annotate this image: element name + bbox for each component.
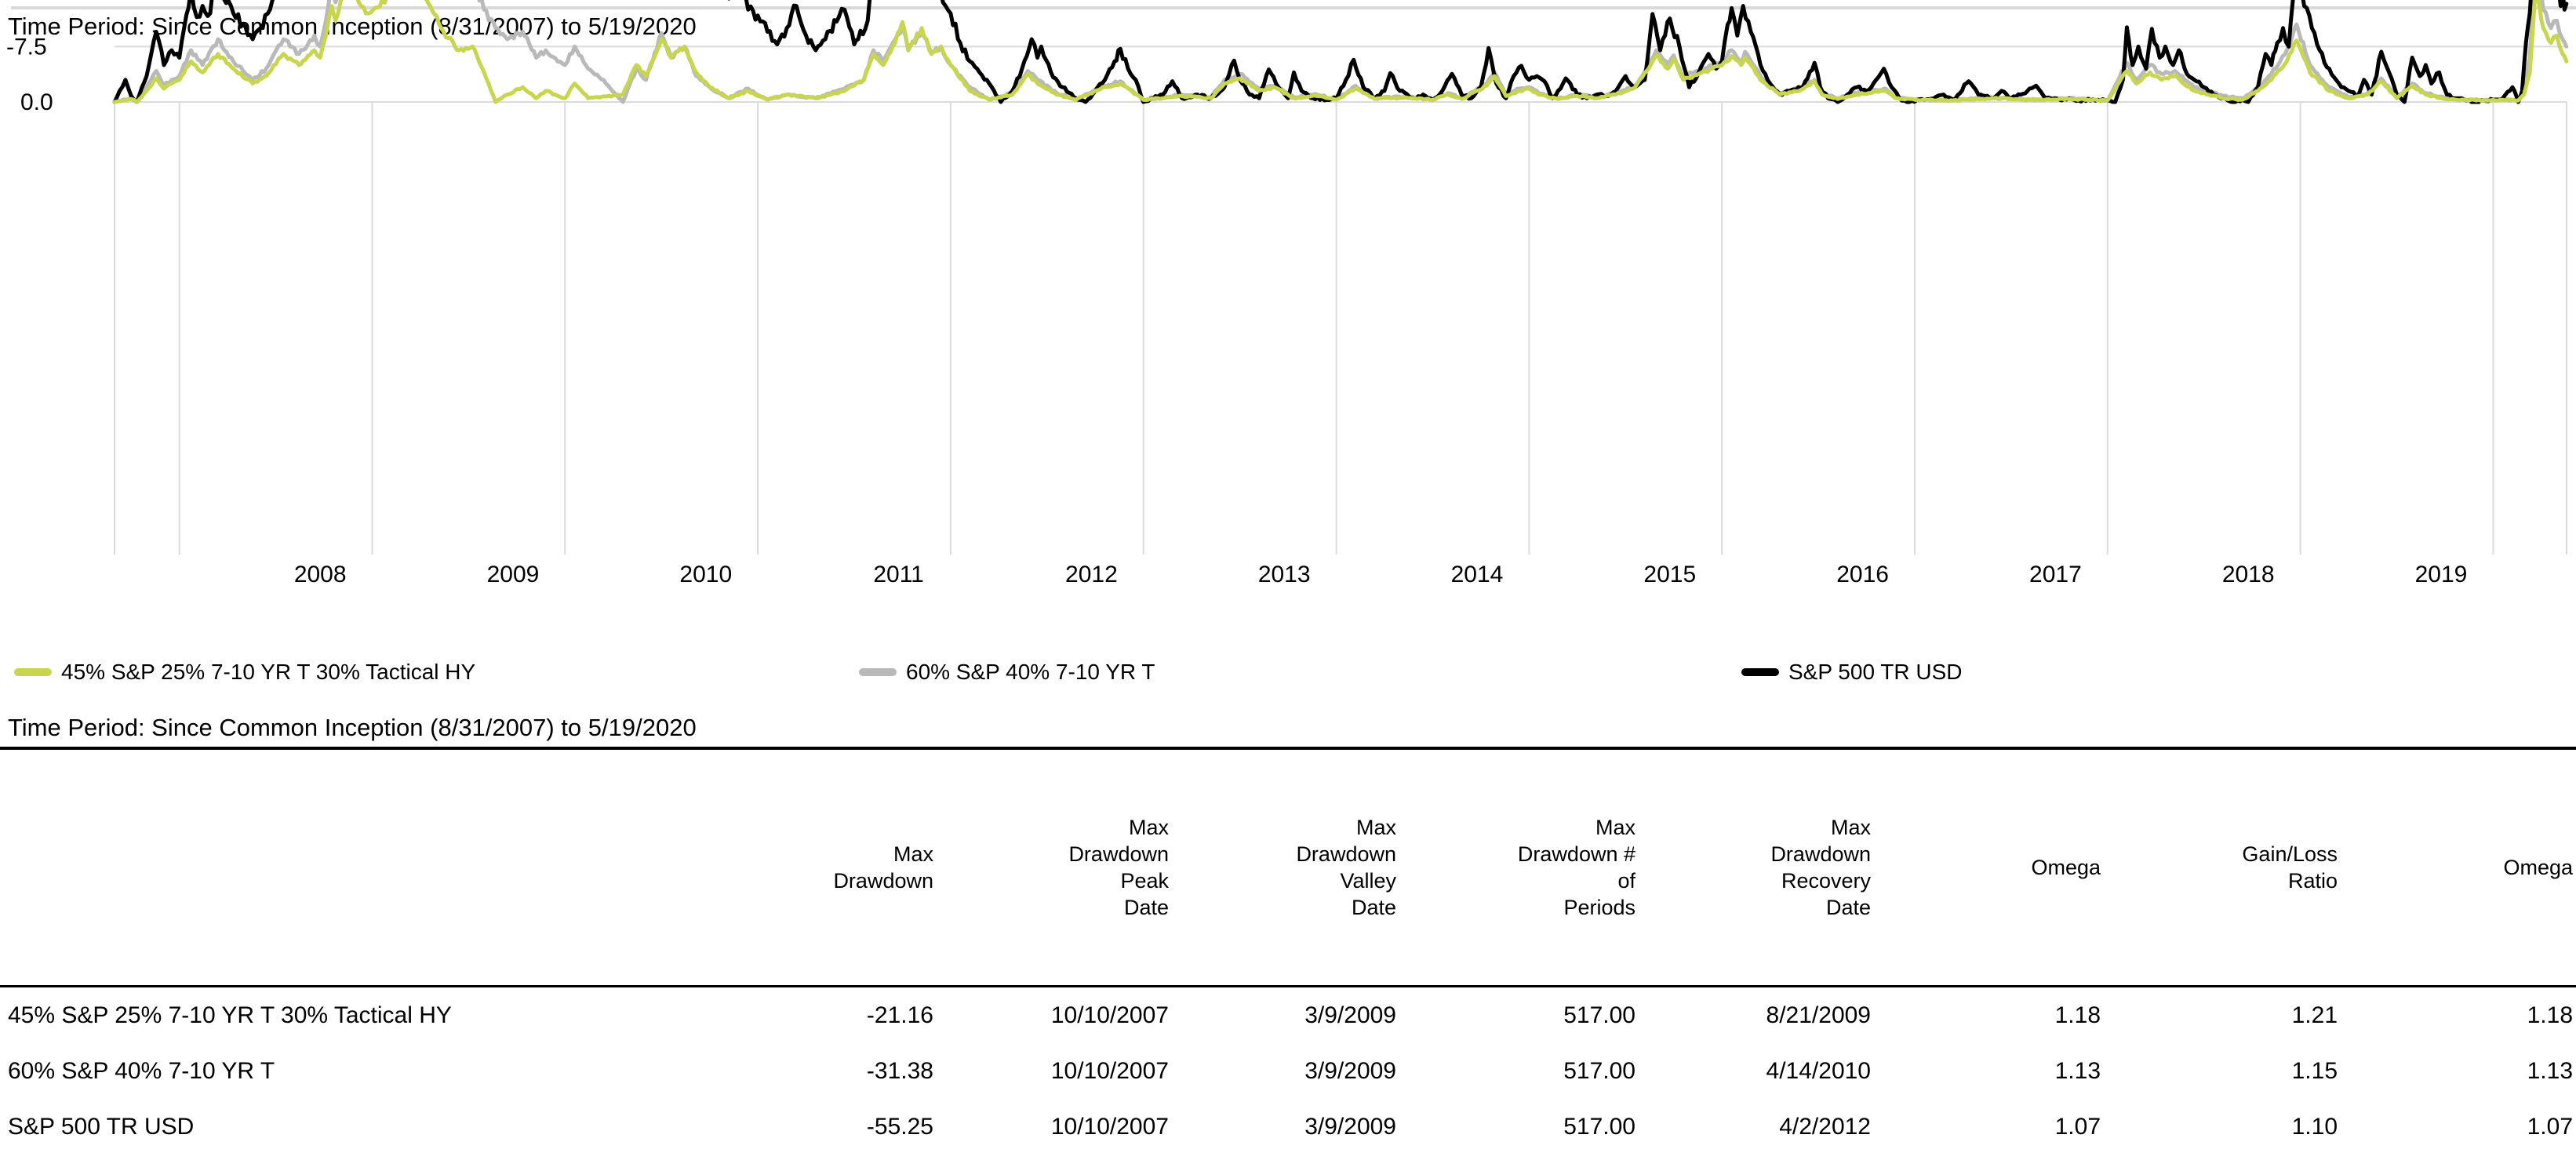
header-cell-valley-date: Max Drawdown Valley Date	[1296, 816, 1396, 919]
y-axis-tick-label: -7.5	[6, 34, 47, 60]
x-axis-tick-label: 2014	[1451, 562, 1504, 587]
header-cell-omega-2: Omega	[2503, 856, 2573, 879]
chart-legend: 45% S&P 25% 7-10 YR T 30% Tactical HY 60…	[0, 659, 2576, 685]
cell-recovery-date: 8/21/2009	[1766, 1002, 1871, 1028]
cell-omega-2: 1.18	[2527, 1002, 2573, 1028]
header-cell-recovery-date: Max Drawdown Recovery Date	[1770, 816, 1871, 919]
header-cell-peak-date: Max Drawdown Peak Date	[1068, 816, 1169, 919]
series-line-2	[112, 0, 2569, 104]
cell-gain-loss: 1.15	[2291, 1057, 2338, 1084]
x-axis-tick-label: 2013	[1258, 562, 1311, 587]
table-header-rule	[0, 985, 2576, 987]
cell-gain-loss: 1.10	[2291, 1113, 2338, 1140]
legend-label: S&P 500 TR USD	[1788, 660, 1963, 684]
y-axis-tick-label: 0.0	[20, 89, 53, 115]
cell-recovery-date: 4/14/2010	[1766, 1057, 1871, 1084]
table-header-row: Max Drawdown Max Drawdown Peak Date Max …	[8, 750, 2573, 985]
x-axis-tick-label: 2008	[294, 562, 347, 587]
x-axis-tick-label: 2011	[873, 562, 924, 587]
legend-label: 45% S&P 25% 7-10 YR T 30% Tactical HY	[61, 660, 476, 684]
x-axis-tick-label: 2017	[2029, 562, 2082, 587]
60-40-series-swatch-icon	[859, 668, 897, 676]
cell-max-drawdown: -21.16	[866, 1002, 933, 1028]
y-axis-tick-label: -15.0	[6, 0, 60, 5]
x-axis-tick-label: 2018	[2222, 562, 2275, 587]
legend-item-60-40: 60% S&P 40% 7-10 YR T	[859, 659, 1155, 685]
x-axis-tick-label: 2009	[487, 562, 540, 587]
cell-recovery-date: 4/2/2012	[1779, 1113, 1871, 1140]
top-divider	[11, 6, 2576, 9]
cell-omega: 1.18	[2054, 1002, 2101, 1028]
drawdown-chart: 0.0-7.5-15.0-22.5-30.0-37.5-45.0-52.5-60…	[6, 0, 2569, 587]
drawdown-stats-table: Max Drawdown Max Drawdown Peak Date Max …	[0, 747, 2576, 1155]
header-cell-max-drawdown: Max Drawdown	[833, 842, 933, 893]
x-axis-tick-label: 2015	[1643, 562, 1696, 587]
cell-valley-date: 3/9/2009	[1304, 1057, 1396, 1084]
cell-omega: 1.13	[2054, 1057, 2101, 1084]
cell-omega-2: 1.07	[2527, 1113, 2573, 1140]
header-cell-omega: Omega	[2031, 856, 2101, 879]
cell-peak-date: 10/10/2007	[1050, 1113, 1169, 1140]
cell-num-periods: 517.00	[1563, 1002, 1635, 1028]
legend-item-sp500: S&P 500 TR USD	[1741, 659, 1963, 685]
x-axis-tick-label: 2016	[1836, 562, 1889, 587]
cell-peak-date: 10/10/2007	[1050, 1002, 1169, 1028]
tactical-series-swatch-icon	[14, 668, 52, 676]
cell-num-periods: 517.00	[1563, 1057, 1635, 1084]
x-axis-tick-label: 2012	[1065, 562, 1118, 587]
row-label: 45% S&P 25% 7-10 YR T 30% Tactical HY	[8, 1002, 452, 1028]
table-top-rule	[0, 747, 2576, 750]
drawdown-chart-svg: 0.0-7.5-15.0-22.5-30.0-37.5-45.0-52.5-60…	[6, 0, 2569, 587]
cell-max-drawdown: -31.38	[866, 1057, 933, 1084]
series-line-0	[112, 0, 2569, 104]
sp500-series-swatch-icon	[1741, 668, 1779, 676]
table-row-60-40: 60% S&P 40% 7-10 YR T -31.38 10/10/2007 …	[8, 1043, 2573, 1099]
legend-item-tactical: 45% S&P 25% 7-10 YR T 30% Tactical HY	[14, 659, 475, 685]
cell-num-periods: 517.00	[1563, 1113, 1635, 1140]
table-row-sp500: S&P 500 TR USD -55.25 10/10/2007 3/9/200…	[8, 1099, 2573, 1155]
cell-omega-2: 1.13	[2527, 1057, 2573, 1084]
cell-gain-loss: 1.21	[2291, 1002, 2338, 1028]
table-row-tactical: 45% S&P 25% 7-10 YR T 30% Tactical HY -2…	[8, 987, 2573, 1043]
cell-max-drawdown: -55.25	[866, 1113, 933, 1140]
cell-omega: 1.07	[2054, 1113, 2101, 1140]
cell-valley-date: 3/9/2009	[1304, 1113, 1396, 1140]
legend-label: 60% S&P 40% 7-10 YR T	[906, 660, 1155, 684]
row-label: S&P 500 TR USD	[8, 1113, 195, 1140]
cell-valley-date: 3/9/2009	[1304, 1002, 1396, 1028]
x-axis-tick-label: 2010	[679, 562, 732, 587]
cell-peak-date: 10/10/2007	[1050, 1057, 1169, 1084]
table-title: Time Period: Since Common Inception (8/3…	[8, 714, 697, 741]
chart-title: Time Period: Since Common Inception (8/3…	[8, 13, 697, 40]
header-cell-gain-loss: Gain/Loss Ratio	[2242, 842, 2338, 893]
x-axis-tick-label: 2019	[2415, 562, 2468, 587]
header-cell-num-periods: Max Drawdown # of Periods	[1517, 816, 1635, 919]
row-label: 60% S&P 40% 7-10 YR T	[8, 1057, 275, 1084]
